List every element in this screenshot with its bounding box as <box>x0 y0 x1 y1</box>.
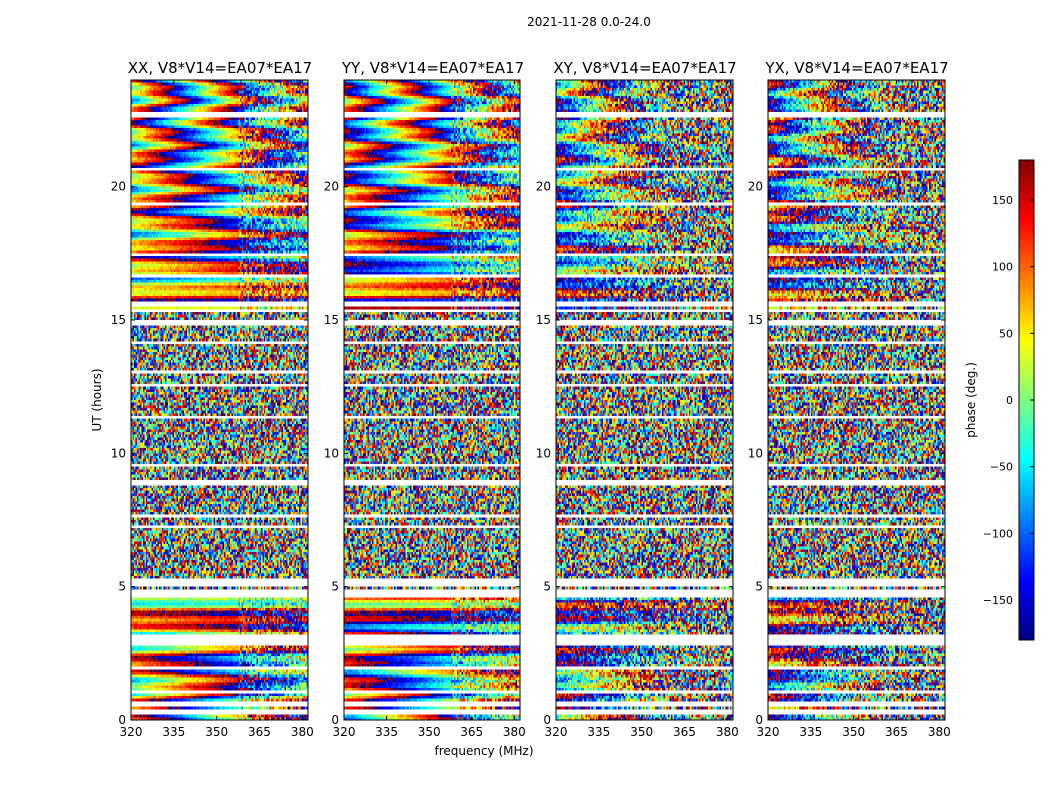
x-tick-label: 365 <box>885 725 908 739</box>
panel-xy: XY, V8*V14=EA07*EA17 320 335 350 365 380 0 5 1… <box>536 59 739 739</box>
x-tick-label: 365 <box>460 725 483 739</box>
axes-frame-xx <box>130 79 309 721</box>
figure-title: 2021-11-28 0.0-24.0 <box>527 15 651 29</box>
panel-title-yx: YX, V8*V14=EA07*EA17 <box>764 59 948 77</box>
y-tick-label: 20 <box>324 180 339 194</box>
y-tick-label: 15 <box>324 313 339 327</box>
axes-frame-yy <box>343 79 521 721</box>
colorbar-label: phase (deg.) <box>964 362 978 438</box>
x-ticks-yx: 320 335 350 365 380 <box>757 80 951 739</box>
y-axis-label: UT (hours) <box>90 368 104 431</box>
x-tick-label: 365 <box>248 725 271 739</box>
colorbar-tick-label: 0 <box>1006 394 1013 407</box>
y-tick-label: 5 <box>118 580 126 594</box>
panel-title-xy: XY, V8*V14=EA07*EA17 <box>553 59 736 77</box>
x-tick-label: 380 <box>716 725 739 739</box>
panel-yy: YY, V8*V14=EA07*EA17 320 335 350 365 380 0 5 1… <box>324 59 526 739</box>
heatmap-xy <box>556 80 733 720</box>
panel-xx: XX, V8*V14=EA07*EA17 320 335 350 365 380 0 5 1… <box>111 59 314 739</box>
y-ticks-xy: 0 5 10 15 20 <box>536 180 733 727</box>
y-tick-label: 0 <box>543 713 551 727</box>
y-tick-label: 5 <box>543 580 551 594</box>
colorbar-tick-label: 150 <box>992 194 1013 207</box>
y-tick-label: 10 <box>536 446 551 460</box>
heatmap-xx <box>131 80 308 720</box>
x-tick-label: 380 <box>291 725 314 739</box>
x-tick-label: 335 <box>587 725 610 739</box>
colorbar-tick-label: 50 <box>999 327 1013 340</box>
x-tick-label: 335 <box>162 725 185 739</box>
y-ticks-xx: 0 5 10 15 20 <box>111 180 308 727</box>
heatmap-yx <box>768 80 945 720</box>
y-tick-label: 10 <box>748 446 763 460</box>
x-tick-label: 320 <box>120 725 143 739</box>
x-ticks-xx: 320 335 350 365 380 <box>120 80 314 739</box>
x-tick-label: 350 <box>842 725 865 739</box>
colorbar: 150 100 50 0 −50 −100 −150 phase (deg.) <box>964 159 1035 641</box>
y-tick-label: 20 <box>111 180 126 194</box>
colorbar-tick-label: −50 <box>990 461 1013 474</box>
x-ticks-xy: 320 335 350 365 380 <box>545 80 739 739</box>
y-tick-label: 15 <box>748 313 763 327</box>
panel-title-xx: XX, V8*V14=EA07*EA17 <box>128 59 312 77</box>
y-tick-label: 0 <box>118 713 126 727</box>
colorbar-tick-label: −100 <box>983 527 1013 540</box>
x-tick-label: 335 <box>799 725 822 739</box>
x-tick-label: 335 <box>375 725 398 739</box>
y-tick-label: 20 <box>536 180 551 194</box>
x-ticks-yy: 320 335 350 365 380 <box>333 80 526 739</box>
x-tick-label: 365 <box>673 725 696 739</box>
y-tick-label: 15 <box>536 313 551 327</box>
y-tick-label: 5 <box>331 580 339 594</box>
y-tick-label: 5 <box>755 580 763 594</box>
y-tick-label: 10 <box>111 446 126 460</box>
x-tick-label: 320 <box>757 725 780 739</box>
x-tick-label: 350 <box>630 725 653 739</box>
colorbar-tick-label: 100 <box>992 261 1013 274</box>
y-tick-label: 0 <box>331 713 339 727</box>
y-ticks-yy: 0 5 10 15 20 <box>324 180 520 727</box>
x-axis-label: frequency (MHz) <box>434 744 533 758</box>
y-tick-label: 0 <box>755 713 763 727</box>
x-tick-label: 350 <box>205 725 228 739</box>
x-tick-label: 320 <box>545 725 568 739</box>
x-tick-label: 380 <box>503 725 526 739</box>
x-tick-label: 380 <box>928 725 951 739</box>
y-tick-label: 15 <box>111 313 126 327</box>
y-tick-label: 10 <box>324 446 339 460</box>
heatmap-yy <box>344 80 520 720</box>
colorbar-ticks: 150 100 50 0 −50 −100 −150 <box>983 194 1034 607</box>
axes-frame-xy <box>555 79 734 721</box>
panel-yx: YX, V8*V14=EA07*EA17 320 335 350 365 380 0 5 1… <box>748 59 951 739</box>
x-tick-label: 350 <box>418 725 441 739</box>
y-ticks-yx: 0 5 10 15 20 <box>748 180 945 727</box>
axes-frame-yx <box>767 79 946 721</box>
y-tick-label: 20 <box>748 180 763 194</box>
colorbar-tick-label: −150 <box>983 594 1013 607</box>
panel-title-yy: YY, V8*V14=EA07*EA17 <box>341 59 524 77</box>
x-tick-label: 320 <box>333 725 356 739</box>
